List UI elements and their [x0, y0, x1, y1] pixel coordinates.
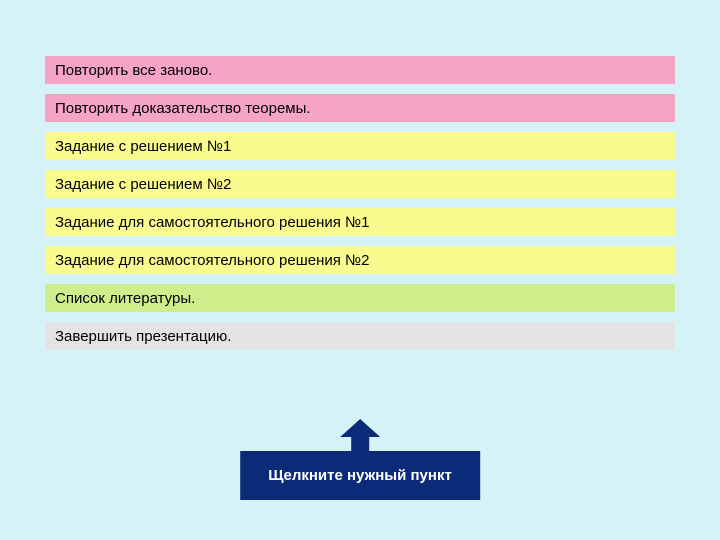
menu-list: Повторить все заново. Повторить доказател… — [0, 56, 720, 350]
callout-box: Щелкните нужный пункт — [240, 451, 480, 500]
menu-item-label: Список литературы. — [55, 290, 195, 307]
menu-item-label: Завершить презентацию. — [55, 328, 231, 345]
menu-item-label: Повторить все заново. — [55, 62, 212, 79]
menu-item-4[interactable]: Задание для самостоятельного решения №1 — [45, 208, 675, 236]
menu-item-label: Задание для самостоятельного решения №2 — [55, 252, 369, 269]
menu-item-3[interactable]: Задание с решением №2 — [45, 170, 675, 198]
callout-label: Щелкните нужный пункт — [268, 467, 452, 484]
arrow-up-icon — [340, 419, 380, 437]
menu-item-7[interactable]: Завершить презентацию. — [45, 322, 675, 350]
menu-item-2[interactable]: Задание с решением №1 — [45, 132, 675, 160]
menu-item-label: Повторить доказательство теоремы. — [55, 100, 311, 117]
menu-item-label: Задание с решением №2 — [55, 176, 231, 193]
menu-item-0[interactable]: Повторить все заново. — [45, 56, 675, 84]
menu-item-label: Задание с решением №1 — [55, 138, 231, 155]
slide-container: Повторить все заново. Повторить доказател… — [0, 0, 720, 540]
menu-item-6[interactable]: Список литературы. — [45, 284, 675, 312]
arrow-stem — [351, 437, 369, 451]
callout-container: Щелкните нужный пункт — [240, 419, 480, 500]
menu-item-1[interactable]: Повторить доказательство теоремы. — [45, 94, 675, 122]
menu-item-5[interactable]: Задание для самостоятельного решения №2 — [45, 246, 675, 274]
menu-item-label: Задание для самостоятельного решения №1 — [55, 214, 369, 231]
